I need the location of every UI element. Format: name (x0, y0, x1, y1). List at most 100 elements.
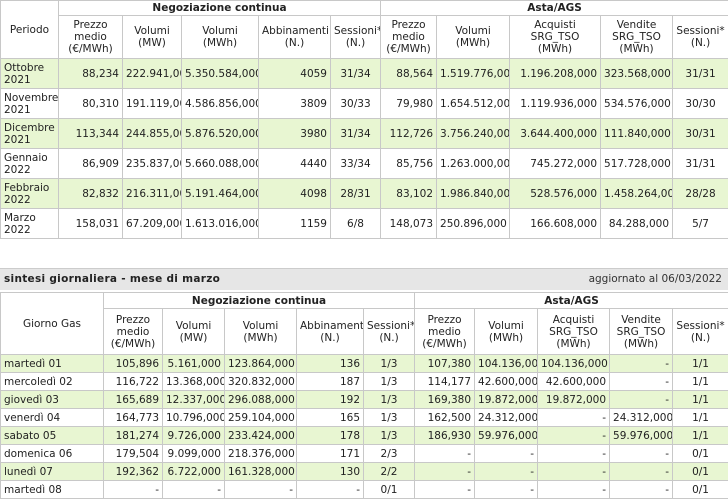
monthly-table: Periodo Negoziazione continua Asta/AGS Prez… (0, 0, 728, 239)
cell: 3.756.240,000 (436, 118, 511, 149)
section-bar: sintesi giornaliera - mese di marzo aggi… (0, 268, 728, 290)
table-header: Giorno Gas Negoziazione continua Asta/AGS P… (0, 292, 728, 355)
cell: - (414, 444, 476, 463)
cell: 1.519.776,000 (436, 58, 511, 89)
column-header: Prezzo medio (€/MWh) (380, 15, 438, 59)
column-header: Sessioni* (N.) (362, 308, 416, 355)
cell: 5.660.088,000 (181, 148, 259, 179)
table-row: sabato 05 181,274 9.726,000 233.424,000 178 1… (0, 426, 728, 445)
column-header: Vendite SRG_TSO (MWh) (609, 308, 674, 355)
cell: - (474, 444, 539, 463)
update-date: aggiornato al 06/03/2022 (588, 273, 722, 285)
cell: 5.161,000 (162, 354, 225, 373)
column-header: Volumi (MWh) (436, 15, 511, 59)
group-header: Negoziazione continua (57, 0, 382, 16)
cell: 79,980 (380, 88, 438, 119)
cell: - (609, 444, 674, 463)
cell: 19.872,000 (474, 390, 539, 409)
cell: 111.840,000 (600, 118, 674, 149)
cell: 30/33 (329, 88, 382, 119)
cell: 12.337,000 (162, 390, 225, 409)
cell: 0/1 (672, 480, 728, 499)
column-header: Abbinamenti (N.) (258, 15, 331, 59)
table-row: martedì 08- - - -0/1- - - -0/1 (0, 480, 728, 499)
column-header: Prezzo medio (€/MWh) (58, 15, 123, 59)
group-header: Asta/AGS (380, 0, 728, 16)
cell: 250.896,000 (436, 208, 511, 239)
cell: 162,500 (414, 408, 476, 427)
cell: 59.976,000 (474, 426, 539, 445)
cell: 6.722,000 (162, 462, 225, 481)
cell: 528.576,000 (509, 178, 602, 209)
column-header: Prezzo medio (€/MWh) (414, 308, 476, 355)
cell: 0/1 (672, 462, 728, 481)
group-header: Negoziazione continua (102, 292, 416, 309)
table-row: giovedì 03 165,689 12.337,000 296.088,000 19… (0, 390, 728, 409)
cell: 28/31 (329, 178, 382, 209)
cell: 88,234 (58, 58, 123, 89)
cell: 59.976,000 (609, 426, 674, 445)
cell: 0/1 (672, 444, 728, 463)
cell: - (414, 462, 476, 481)
cell: 116,722 (103, 372, 163, 391)
column-header: Sessioni* (N.) (672, 308, 728, 355)
cell: 1.613.016,000 (181, 208, 259, 239)
cell: 169,380 (414, 390, 476, 409)
group-header-row: Periodo Negoziazione continua Asta/AGS (0, 0, 728, 59)
cell: 30/31 (672, 118, 728, 149)
cell: - (537, 408, 611, 427)
cell: Novembre 2021 (0, 88, 59, 119)
daily-table: Giorno Gas Negoziazione continua Asta/AGS P… (0, 292, 728, 499)
cell: - (537, 426, 611, 445)
cell: 166.608,000 (509, 208, 602, 239)
cell: 165 (296, 408, 364, 427)
cell: 191.119,000 (122, 88, 182, 119)
column-header: Giorno Gas (0, 292, 104, 355)
cell: 5.876.520,000 (181, 118, 259, 149)
cell: 88,564 (380, 58, 438, 89)
cell: 85,756 (380, 148, 438, 179)
cell: - (537, 480, 611, 499)
cell: 136 (296, 354, 364, 373)
table-row: mercoledì 02 116,722 13.368,000 320.832,000… (0, 372, 728, 391)
cell: 216.311,000 (122, 178, 182, 209)
cell: lunedì 07 (0, 462, 104, 481)
cell: 10.796,000 (162, 408, 225, 427)
cell: 323.568,000 (600, 58, 674, 89)
cell: - (103, 480, 163, 499)
cell: 1.458.264,000 (600, 178, 674, 209)
cell: - (537, 462, 611, 481)
cell: 4440 (258, 148, 331, 179)
table-row: Gennaio 202286,909235.837,0005.660.088,0… (0, 148, 728, 179)
cell: 4.586.856,000 (181, 88, 259, 119)
cell: 5.191.464,000 (181, 178, 259, 209)
cell: Dicembre 2021 (0, 118, 59, 149)
column-header-row: Prezzo medio (€/MWh) Volumi (MW) Volumi (M… (1, 308, 728, 355)
cell: 3809 (258, 88, 331, 119)
cell: 222.941,000 (122, 58, 182, 89)
cell: sabato 05 (0, 426, 104, 445)
cell: 104.136,000 (537, 354, 611, 373)
column-header: Volumi (MW) (162, 308, 225, 355)
cell: 181,274 (103, 426, 163, 445)
cell: 107,380 (414, 354, 476, 373)
cell: 244.855,000 (122, 118, 182, 149)
cell: 42.600,000 (474, 372, 539, 391)
cell: 745.272,000 (509, 148, 602, 179)
cell: 320.832,000 (224, 372, 297, 391)
cell: 1/3 (362, 408, 416, 427)
cell: 1159 (258, 208, 331, 239)
cell: 4059 (258, 58, 331, 89)
cell: - (474, 480, 539, 499)
column-header-row: Prezzo medio (€/MWh) Volumi (MW) Volumi (M… (1, 15, 728, 59)
cell: 1/3 (362, 372, 416, 391)
cell: 1.263.000,000 (436, 148, 511, 179)
cell: 104.136,000 (474, 354, 539, 373)
cell: 13.368,000 (162, 372, 225, 391)
table-row: Marzo 2022 158,031 67.209,000 1.613.016,000… (0, 208, 728, 239)
cell: 24.312,000 (609, 408, 674, 427)
cell: 1/1 (672, 408, 728, 427)
cell: 114,177 (414, 372, 476, 391)
cell: 9.726,000 (162, 426, 225, 445)
